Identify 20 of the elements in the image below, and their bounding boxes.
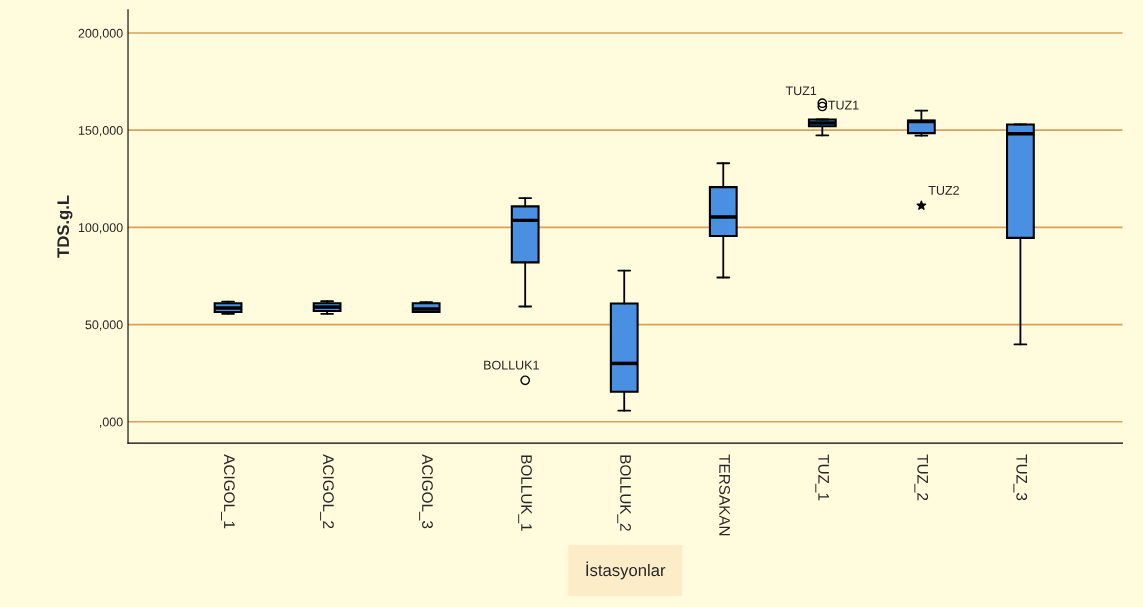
y-tick-label: 200,000 bbox=[78, 28, 123, 40]
x-tick-label: TERSAKAN bbox=[719, 454, 730, 536]
x-tick-label: TUZ_1 bbox=[815, 454, 829, 501]
annotation: TUZ2 bbox=[928, 185, 959, 195]
y-tick-label: 100,000 bbox=[78, 223, 123, 234]
x-axis-title: İstasyonlar bbox=[586, 561, 666, 580]
x-tick-label: BOLLUK_1 bbox=[518, 455, 532, 531]
y-tick-label: ,000 bbox=[99, 417, 123, 428]
x-tick-label: ACIGOL_2 bbox=[320, 454, 334, 529]
y-axis-title: TDS.g.L bbox=[57, 195, 73, 258]
x-tick-label: TUZ_3 bbox=[1013, 454, 1028, 501]
annotation: BOLLUK1 bbox=[484, 360, 539, 370]
x-tick-label: ACIGOL_1 bbox=[221, 454, 235, 529]
annotation: TUZ1 bbox=[828, 100, 859, 110]
x-tick-label: BOLLUK_2 bbox=[617, 455, 631, 531]
y-tick-label: 50,000 bbox=[85, 320, 123, 331]
annotation: TUZ1 bbox=[785, 86, 817, 96]
y-tick-label: 150,000 bbox=[78, 126, 123, 137]
x-tick-label: ACIGOL_3 bbox=[419, 454, 433, 529]
x-tick-label: TUZ_2 bbox=[914, 454, 929, 501]
